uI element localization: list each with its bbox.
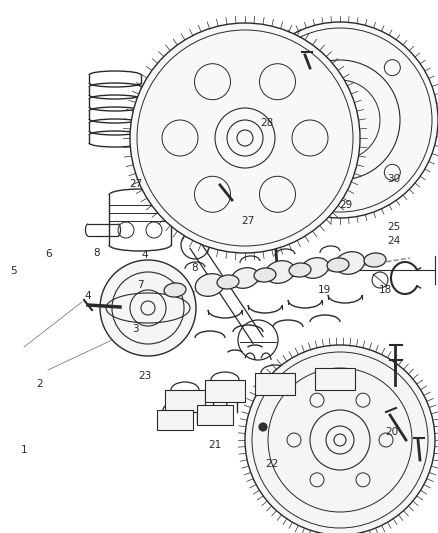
Text: 25: 25 — [388, 222, 401, 231]
Text: 28: 28 — [261, 118, 274, 127]
Bar — [197, 405, 233, 425]
Text: 3: 3 — [132, 325, 139, 334]
Ellipse shape — [289, 263, 311, 277]
Text: 1: 1 — [21, 446, 28, 455]
Circle shape — [100, 260, 196, 356]
Text: 8: 8 — [93, 248, 100, 258]
Text: 19: 19 — [318, 286, 331, 295]
Text: 20: 20 — [385, 427, 399, 437]
Text: 24: 24 — [388, 237, 401, 246]
Text: 29: 29 — [339, 200, 353, 210]
Circle shape — [242, 22, 438, 218]
Bar — [315, 368, 355, 390]
Ellipse shape — [254, 268, 276, 282]
Text: 7: 7 — [137, 280, 144, 290]
Text: 2: 2 — [36, 379, 43, 389]
Bar — [255, 373, 295, 395]
Text: 27: 27 — [129, 179, 142, 189]
Ellipse shape — [217, 275, 239, 289]
Bar — [205, 380, 245, 402]
Ellipse shape — [195, 273, 225, 296]
Bar — [157, 410, 193, 430]
Ellipse shape — [335, 252, 365, 274]
Ellipse shape — [301, 257, 329, 278]
Ellipse shape — [265, 261, 295, 284]
Text: 4: 4 — [141, 250, 148, 260]
Text: 8: 8 — [191, 263, 198, 273]
Ellipse shape — [364, 253, 386, 267]
Text: 5: 5 — [10, 266, 17, 276]
Circle shape — [245, 345, 435, 533]
Text: 18: 18 — [379, 286, 392, 295]
Bar — [165, 390, 205, 412]
Text: 30: 30 — [388, 174, 401, 183]
Text: 4: 4 — [84, 291, 91, 301]
Text: 6: 6 — [45, 249, 52, 259]
Text: 27: 27 — [241, 216, 254, 226]
Text: 21: 21 — [208, 440, 221, 450]
Ellipse shape — [164, 283, 186, 297]
Ellipse shape — [231, 268, 259, 288]
Text: 22: 22 — [265, 459, 278, 469]
Ellipse shape — [327, 258, 349, 272]
Circle shape — [259, 423, 267, 431]
Circle shape — [130, 23, 360, 253]
Text: 23: 23 — [138, 371, 151, 381]
